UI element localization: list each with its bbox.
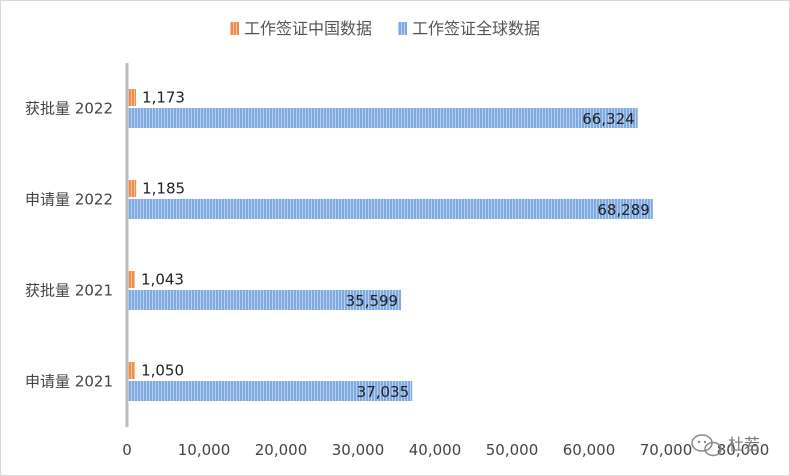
category-label: 获批量 2022 (25, 100, 113, 118)
x-tick-label: 10,000 (178, 441, 231, 459)
bar-china (127, 271, 136, 288)
bar-china (127, 89, 137, 106)
category-label: 获批量 2021 (25, 282, 113, 300)
x-tick-label: 80,000 (717, 441, 770, 459)
data-label-global: 37,035 (357, 383, 410, 401)
legend: 工作签证中国数据 工作签证全球数据 (230, 19, 540, 38)
data-label-china: 1,043 (141, 271, 184, 289)
legend-label-global: 工作签证全球数据 (412, 19, 540, 38)
bar-china (127, 362, 136, 379)
x-tick-label: 30,000 (332, 441, 385, 459)
bar-global (127, 108, 638, 128)
legend-label-china: 工作签证中国数据 (244, 19, 372, 38)
bar-global (127, 290, 402, 310)
category-label: 申请量 2022 (25, 191, 113, 209)
legend-swatch-china (230, 22, 239, 35)
watermark-text: 杜若 (728, 435, 760, 454)
wechat-icon (691, 434, 722, 457)
category-label: 申请量 2021 (25, 373, 113, 391)
x-tick-label: 60,000 (563, 441, 616, 459)
data-label-global: 68,289 (597, 201, 650, 219)
bar-global (127, 199, 653, 219)
data-label-china: 1,173 (142, 89, 185, 107)
data-label-global: 35,599 (346, 292, 399, 310)
bars-layer (127, 89, 653, 401)
bar-global (127, 381, 413, 401)
bar-china (127, 180, 137, 197)
x-tick-label: 50,000 (486, 441, 539, 459)
x-tick-label: 20,000 (255, 441, 308, 459)
labels-layer: 申请量 2021 1,050 37,035 获批量 2021 1,043 35,599 申请… (25, 89, 769, 460)
data-label-china: 1,050 (141, 362, 184, 380)
x-tick-label: 40,000 (409, 441, 462, 459)
x-tick-label: 70,000 (640, 441, 693, 459)
data-label-china: 1,185 (142, 180, 185, 198)
data-label-global: 66,324 (582, 110, 635, 128)
x-tick-label: 0 (122, 441, 132, 459)
watermark: 杜若 (691, 434, 760, 457)
legend-swatch-global (398, 22, 407, 35)
